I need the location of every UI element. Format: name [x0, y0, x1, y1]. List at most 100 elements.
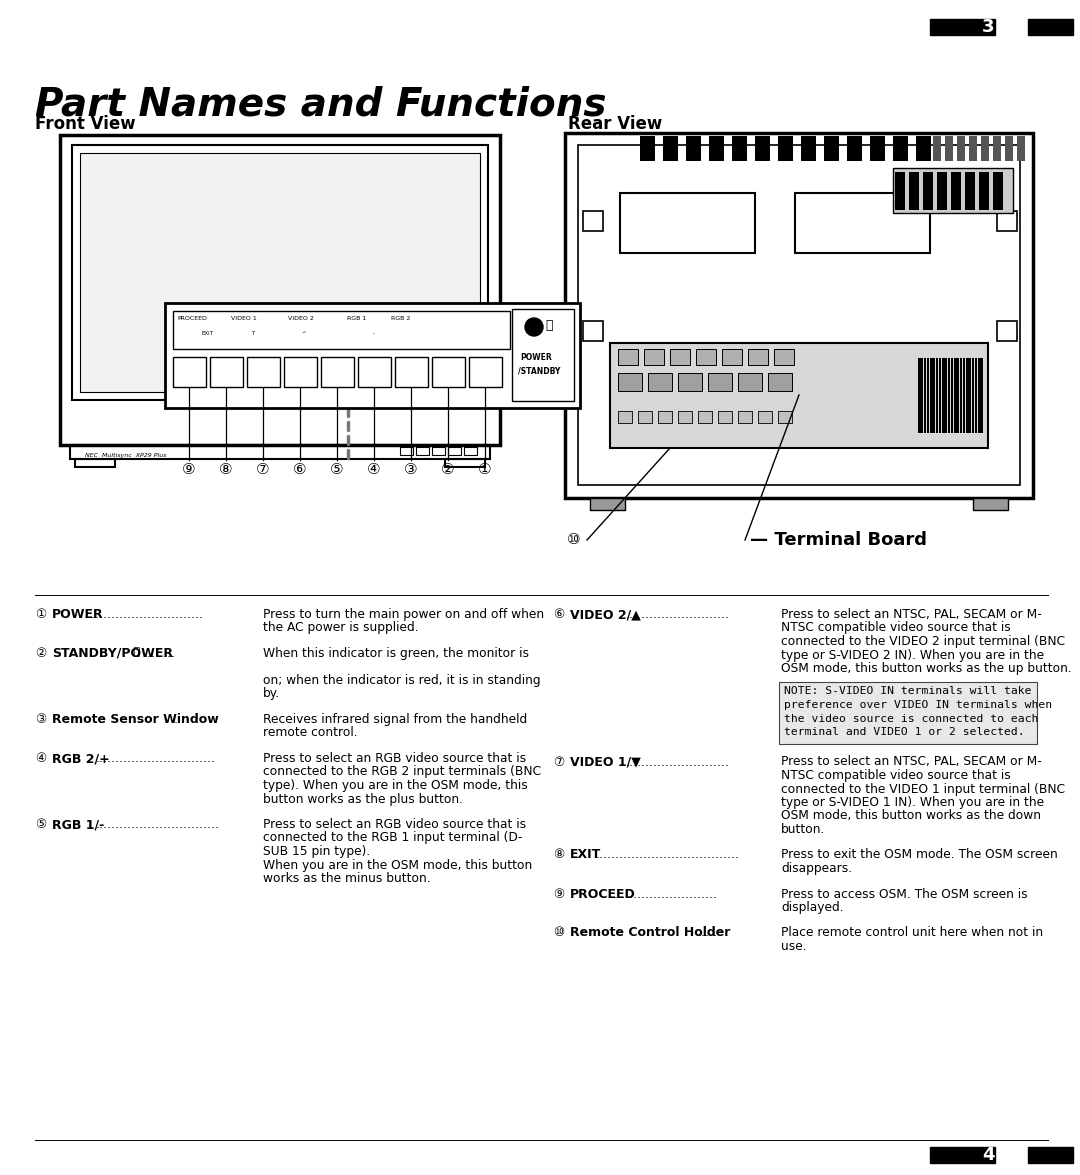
Bar [1028, 1147, 1074, 1163]
Text: .....: ..... [698, 927, 718, 940]
Bar [778, 136, 793, 161]
Bar [395, 357, 428, 387]
Text: ..............................: .............................. [84, 607, 204, 622]
Bar [966, 172, 975, 210]
Text: connected to the VIDEO 1 input terminal (BNC: connected to the VIDEO 1 input terminal … [781, 783, 1065, 795]
Text: ④: ④ [367, 463, 381, 477]
Bar [610, 343, 988, 448]
Bar [945, 136, 953, 161]
Bar [893, 136, 908, 161]
Bar [755, 136, 770, 161]
Bar [670, 349, 690, 365]
Bar [173, 357, 206, 387]
Bar [445, 459, 485, 466]
Text: ⑤: ⑤ [35, 818, 46, 831]
Text: on; when the indicator is red, it is in standing: on; when the indicator is red, it is in … [264, 674, 541, 687]
Text: type). When you are in the OSM mode, this: type). When you are in the OSM mode, thi… [264, 779, 528, 792]
Text: ...............................: ............................... [96, 818, 220, 831]
Bar [738, 372, 762, 391]
Bar [942, 358, 945, 434]
Bar [400, 446, 413, 455]
Text: Front View: Front View [35, 115, 136, 133]
Text: Remote Control Holder: Remote Control Holder [570, 927, 730, 940]
Text: the AC power is supplied.: the AC power is supplied. [264, 622, 419, 634]
Bar [951, 172, 961, 210]
Bar [732, 136, 747, 161]
Bar [916, 136, 931, 161]
Text: ②: ② [442, 463, 455, 477]
Bar [210, 357, 243, 387]
Text: OSM mode, this button works as the down: OSM mode, this button works as the down [781, 810, 1041, 822]
Text: ...: ... [174, 713, 186, 726]
Text: -: - [373, 331, 375, 336]
Bar [638, 411, 652, 423]
Bar [686, 136, 701, 161]
Text: type or S-VIDEO 1 IN). When you are in the: type or S-VIDEO 1 IN). When you are in t… [781, 795, 1044, 810]
Text: preference over VIDEO IN terminals when: preference over VIDEO IN terminals when [784, 700, 1052, 710]
Bar [927, 358, 929, 434]
Text: ①: ① [478, 463, 491, 477]
Text: ..........................: .......................... [615, 887, 718, 900]
Bar [933, 358, 934, 434]
Bar [738, 411, 752, 423]
Text: Press to exit the OSM mode. The OSM screen: Press to exit the OSM mode. The OSM scre… [781, 848, 1057, 861]
Text: Receives infrared signal from the handheld: Receives infrared signal from the handhe… [264, 713, 527, 726]
Text: ⑨: ⑨ [183, 463, 195, 477]
Text: works as the minus button.: works as the minus button. [264, 872, 431, 885]
Text: When you are in the OSM mode, this button: When you are in the OSM mode, this butto… [264, 859, 532, 872]
Bar [930, 358, 933, 434]
Bar [72, 145, 488, 400]
Bar [893, 168, 1013, 213]
Bar [620, 193, 755, 253]
Text: RGB 2/+: RGB 2/+ [52, 752, 110, 765]
Text: disappears.: disappears. [781, 862, 852, 875]
Bar [663, 136, 678, 161]
Bar [768, 372, 792, 391]
Bar [75, 459, 114, 466]
Text: ⑤: ⑤ [330, 463, 343, 477]
Text: ⑧: ⑧ [219, 463, 233, 477]
Text: RGB 1: RGB 1 [347, 316, 366, 321]
Bar [416, 446, 429, 455]
Text: Press to select an RGB video source that is: Press to select an RGB video source that… [264, 818, 526, 831]
Text: NTSC compatible video source that is: NTSC compatible video source that is [781, 768, 1011, 783]
Text: button works as the plus button.: button works as the plus button. [264, 792, 463, 806]
Bar [939, 358, 941, 434]
Text: VIDEO 2: VIDEO 2 [288, 316, 314, 321]
Bar [924, 358, 926, 434]
Bar [723, 349, 742, 365]
Bar [936, 358, 937, 434]
Bar [284, 357, 318, 387]
Text: OSM mode, this button works as the up button.: OSM mode, this button works as the up bu… [781, 662, 1071, 674]
Text: ⓘ: ⓘ [130, 647, 140, 657]
Bar [432, 446, 445, 455]
Bar [930, 1147, 995, 1163]
Text: ⑨: ⑨ [553, 887, 564, 900]
Bar [70, 445, 490, 459]
Bar [975, 358, 976, 434]
Bar [678, 372, 702, 391]
Bar [583, 212, 603, 231]
Bar [1005, 136, 1013, 161]
Text: displayed.: displayed. [781, 901, 843, 914]
Circle shape [525, 318, 543, 336]
Bar [937, 172, 947, 210]
Text: connected to the RGB 2 input terminals (BNC: connected to the RGB 2 input terminals (… [264, 765, 541, 779]
Bar [464, 446, 477, 455]
Bar [758, 411, 772, 423]
Bar [997, 212, 1017, 231]
Text: RGB 2: RGB 2 [391, 316, 410, 321]
Bar [432, 357, 465, 387]
Bar [512, 309, 573, 401]
Bar [981, 358, 983, 434]
Bar [779, 682, 1037, 744]
Bar [993, 136, 1001, 161]
Bar [590, 498, 625, 510]
Bar [978, 172, 989, 210]
Bar [921, 358, 922, 434]
Bar [165, 303, 580, 408]
Text: NEC  Multisync  XP29 Plus: NEC Multisync XP29 Plus [85, 454, 166, 458]
Text: ^: ^ [301, 331, 306, 336]
Text: EXIT: EXIT [201, 331, 213, 336]
Bar [847, 136, 862, 161]
